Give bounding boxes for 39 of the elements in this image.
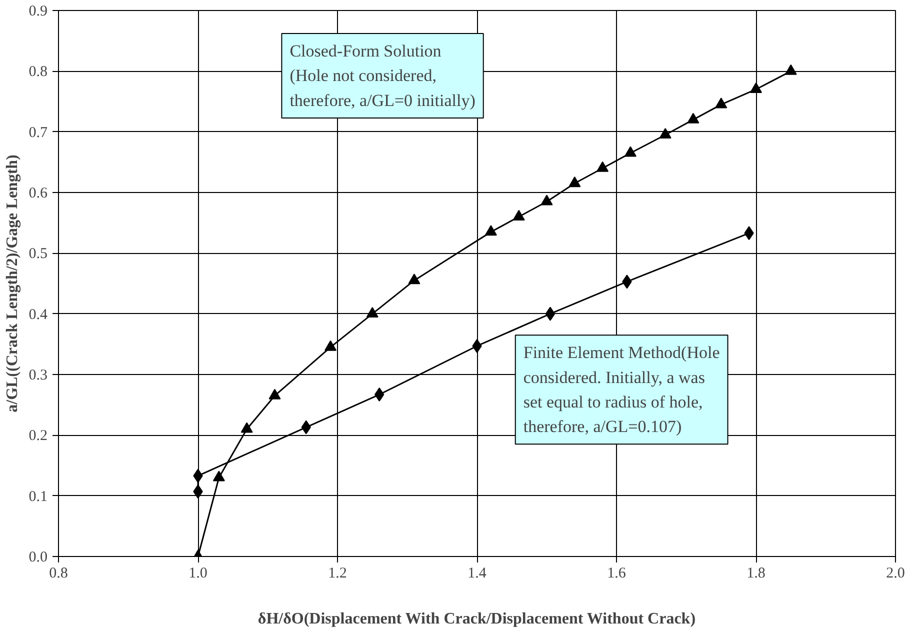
point <box>268 388 281 400</box>
y-tick-label: 0.6 <box>28 186 48 202</box>
point <box>784 64 797 75</box>
point <box>596 161 609 172</box>
point <box>324 340 337 351</box>
point <box>540 194 553 206</box>
x-tick-label: 2.0 <box>886 566 905 582</box>
x-tick-label: 0.8 <box>49 566 68 582</box>
x-tick-label: 1.0 <box>188 566 208 582</box>
y-tick-label: 0.4 <box>28 306 48 323</box>
point <box>568 176 581 188</box>
y-tick-label: 0.0 <box>28 550 48 566</box>
point <box>366 306 378 318</box>
point <box>624 146 636 157</box>
point <box>212 470 225 482</box>
y-tick-label: 0.5 <box>28 246 48 262</box>
point <box>545 306 556 321</box>
x-tick-label: 1.4 <box>468 566 487 582</box>
point <box>659 128 672 139</box>
point <box>484 225 497 236</box>
y-tick-label: 0.3 <box>28 368 48 384</box>
y-tick-label: 0.9 <box>28 4 48 20</box>
x-tick-label: 1.6 <box>607 566 626 582</box>
y-tick-label: 0.8 <box>28 64 48 80</box>
annotation: Finite Element Method(Hole considered. Initially, a was set equal to radius of hole, therefore, a/GL=0.107) <box>523 343 720 436</box>
y-axis-title: a/GL((Crack Length/2)/Gage Length) <box>4 154 21 412</box>
x-axis-title: δH/δO(Displacement With Crack/Displacement Without Crack) <box>258 610 696 628</box>
y-tick-label: 0.7 <box>28 124 48 141</box>
point <box>512 210 525 220</box>
x-tick-label: 1.8 <box>746 566 766 582</box>
x-tick-label: 1.2 <box>328 566 347 582</box>
point <box>408 274 420 284</box>
point <box>750 82 762 94</box>
y-tick-label: 0.2 <box>28 428 48 444</box>
y-tick-label: 0.1 <box>28 488 48 505</box>
annotation: Closed-Form Solution (Hole not considered, therefore, a/GL=0 initially) <box>290 42 476 110</box>
point <box>715 98 728 108</box>
point <box>240 422 253 433</box>
point <box>687 112 700 124</box>
